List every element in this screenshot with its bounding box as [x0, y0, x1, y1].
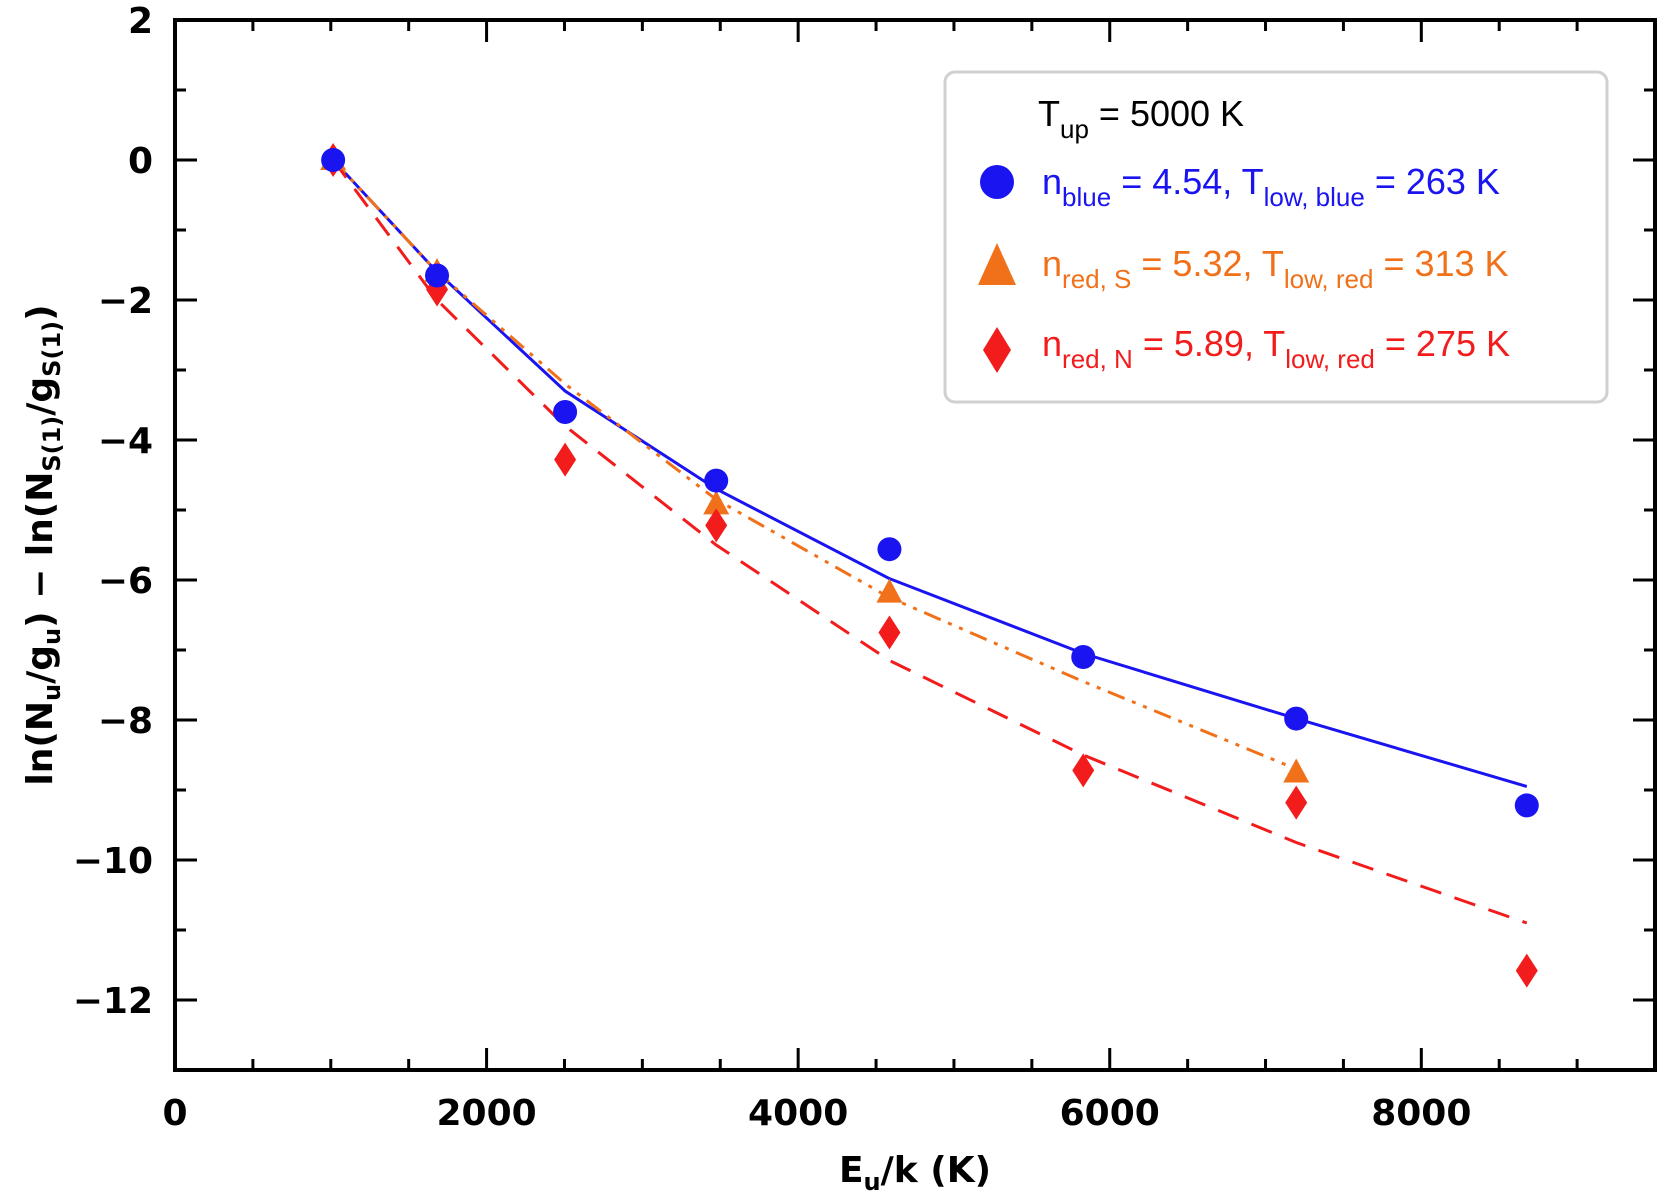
marker-red_n	[1285, 785, 1308, 820]
legend-marker-red-s	[978, 243, 1016, 285]
x-tick-label: 6000	[1060, 1093, 1160, 1134]
marker-red_s	[703, 490, 730, 515]
x-tick-label: 2000	[436, 1093, 536, 1134]
y-tick-label: −10	[73, 841, 153, 882]
data-markers	[320, 143, 1539, 988]
y-axis-label: ln(Nu/gu) − ln(NS(1)/gS(1))	[20, 304, 66, 785]
y-tick-label: 0	[128, 141, 153, 182]
marker-blue	[1284, 706, 1309, 731]
legend-entry-blue: nblue = 4.54, Tlow, blue = 263 K	[1042, 161, 1500, 212]
marker-blue	[704, 468, 729, 493]
y-tick-label: −12	[73, 981, 153, 1022]
marker-red_n	[878, 615, 901, 650]
legend-box	[943, 70, 1609, 404]
marker-blue	[1071, 645, 1096, 669]
marker-blue	[1514, 793, 1539, 818]
legend-header: Tup = 5000 K	[1038, 93, 1244, 144]
marker-red_n	[1515, 953, 1538, 988]
marker-blue	[321, 148, 346, 172]
marker-red_n	[554, 442, 577, 477]
x-tick-label: 0	[162, 1093, 187, 1134]
legend-marker-blue	[980, 165, 1014, 199]
axis-tick-labels: 0 2000 4000 6000 8000 2 0 −2 −4 −6 −8 −10 −12	[73, 1, 1472, 1134]
legend-entry-red-n: nred, N = 5.89, Tlow, red = 275 K	[1042, 323, 1510, 374]
y-tick-label: 2	[128, 1, 153, 42]
y-tick-label: −4	[98, 421, 153, 462]
marker-blue	[425, 263, 450, 288]
legend-marker-red-n	[983, 327, 1011, 373]
y-tick-label: −6	[98, 561, 153, 602]
marker-red_s	[876, 578, 903, 603]
axis-ticks	[175, 20, 1655, 1070]
legend: Tup = 5000 K nblue = 4.54, Tlow, blue = …	[943, 70, 1609, 404]
marker-blue	[877, 537, 902, 562]
x-tick-label: 4000	[748, 1093, 848, 1134]
marker-red_n	[705, 508, 728, 543]
plot-frame	[173, 18, 1657, 1072]
marker-blue	[553, 400, 578, 424]
y-tick-label: −2	[98, 281, 153, 322]
legend-entry-red-s: nred, S = 5.32, Tlow, red = 313 K	[1042, 243, 1509, 294]
x-axis-label: Eu/k (K)	[839, 1150, 991, 1196]
marker-red_n	[1072, 753, 1095, 788]
fit-line-blue	[332, 158, 1528, 788]
fit-line-red_n	[331, 159, 1528, 925]
x-tick-label: 8000	[1371, 1093, 1471, 1134]
y-tick-label: −8	[98, 701, 153, 742]
marker-red_s	[1283, 758, 1310, 783]
